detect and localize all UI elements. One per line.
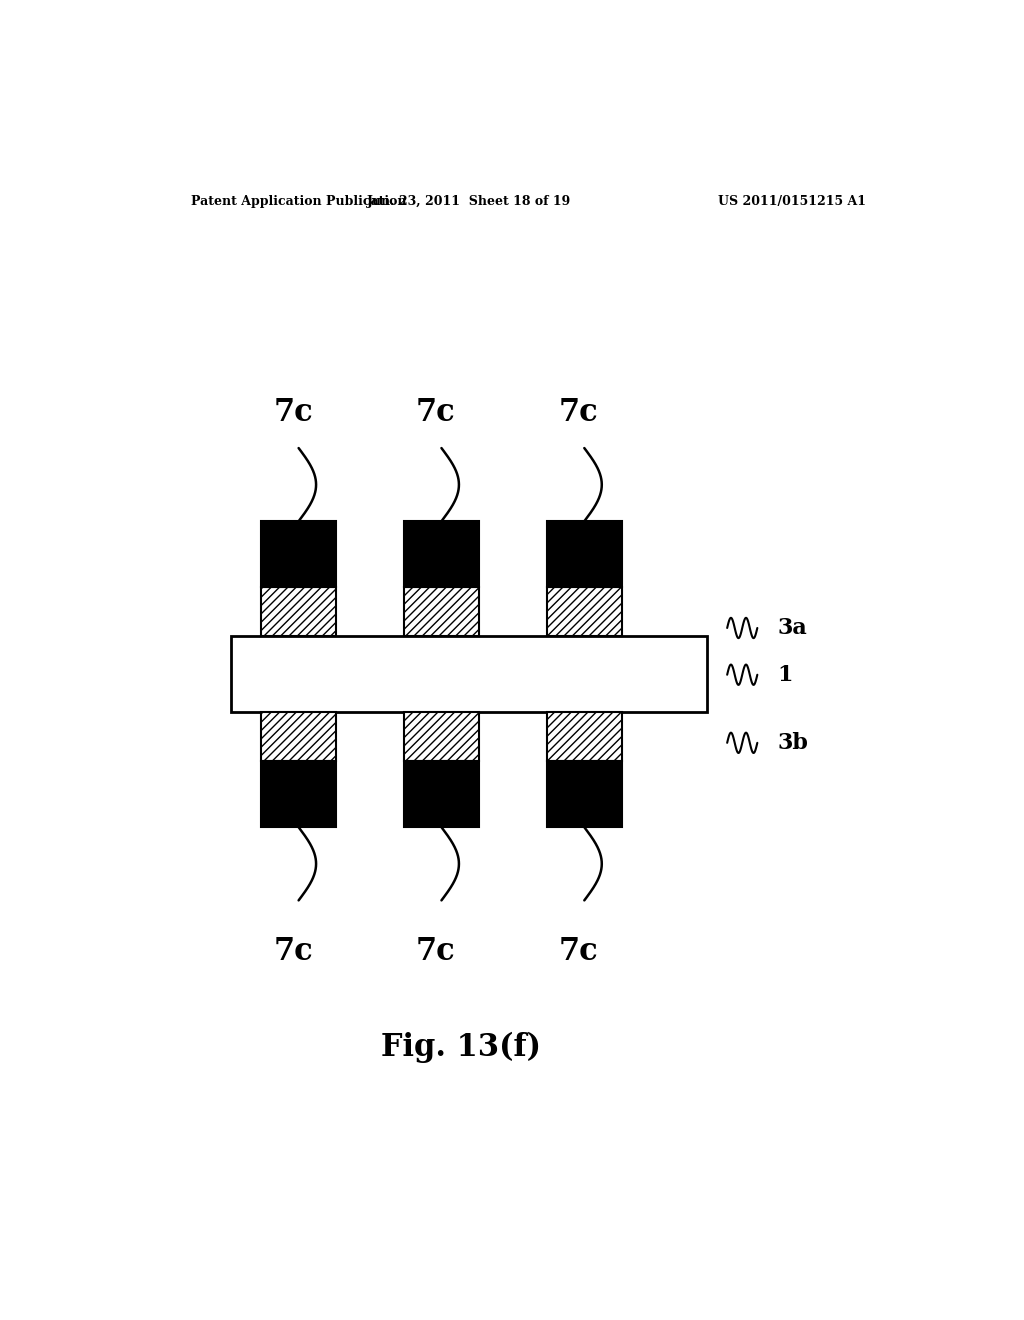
Bar [403,713,479,762]
Bar [403,762,479,828]
Bar [261,521,336,587]
Text: Fig. 13(f): Fig. 13(f) [381,1032,542,1064]
Text: Jun. 23, 2011  Sheet 18 of 19: Jun. 23, 2011 Sheet 18 of 19 [368,194,571,207]
Text: US 2011/0151215 A1: US 2011/0151215 A1 [718,194,866,207]
Text: 1: 1 [777,664,793,685]
Text: Patent Application Publication: Patent Application Publication [191,194,407,207]
Bar [261,713,336,762]
Bar [547,713,622,762]
Text: 7c: 7c [416,936,456,966]
Text: 7c: 7c [559,397,599,428]
Bar [231,636,708,713]
Text: 7c: 7c [559,936,599,966]
Text: 3b: 3b [777,731,808,754]
Bar [547,587,622,636]
Bar [403,521,479,587]
Text: 7c: 7c [273,936,313,966]
Text: 3a: 3a [777,616,807,639]
Text: 7c: 7c [273,397,313,428]
Bar [547,762,622,828]
Bar [261,587,336,636]
Text: 7c: 7c [416,397,456,428]
Bar [547,521,622,587]
Bar [261,762,336,828]
Bar [403,587,479,636]
